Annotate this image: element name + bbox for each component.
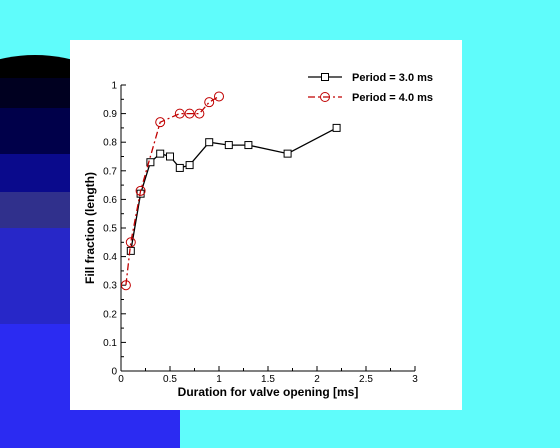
x-axis-ticks: 0 0.5 1 1.5 2 2.5 3	[118, 366, 418, 385]
legend-label: Period = 4.0 ms	[352, 92, 433, 104]
y-tick-label: 0.3	[103, 281, 117, 292]
data-point-square	[283, 149, 292, 158]
series-line-1	[130, 127, 337, 252]
y-tick-label: 1	[111, 81, 117, 92]
y-tick-label: 0.2	[103, 309, 117, 320]
plot-axes	[120, 85, 415, 372]
data-point-circle	[120, 280, 131, 291]
legend-entry-period-4: Period = 4.0 ms	[308, 92, 433, 104]
data-point-square	[332, 123, 341, 132]
x-tick-label: 0.5	[163, 374, 177, 385]
x-tick-label: 2	[314, 374, 320, 385]
data-point-circle	[194, 108, 205, 119]
data-point-circle	[204, 97, 215, 108]
legend-circle-marker	[320, 92, 330, 102]
x-tick-label: 3	[412, 374, 418, 385]
y-tick-label: 0.8	[103, 138, 117, 149]
x-tick-label: 1	[216, 374, 222, 385]
data-point-circle	[214, 91, 224, 102]
legend: Period = 3.0 ms Period = 4.0 ms	[308, 72, 433, 104]
legend-label: Period = 3.0 ms	[352, 72, 433, 84]
y-tick-label: 0.7	[103, 166, 117, 177]
y-tick-label: 0.6	[103, 195, 117, 206]
data-point-square	[146, 158, 155, 167]
series-layer	[120, 91, 341, 291]
x-tick-label: 2.5	[359, 374, 373, 385]
data-point-square	[244, 141, 253, 150]
chart-panel: 0 0.5 1 1.5 2 2.5 3 0 0.1 0.2 0.3 0.4 0.5 0.6 0.7 0.8 0…	[70, 40, 462, 410]
y-tick-label: 0	[111, 367, 117, 378]
data-point-square	[185, 161, 194, 170]
y-tick-label: 0.9	[103, 109, 117, 120]
y-axis-ticks: 0 0.1 0.2 0.3 0.4 0.5 0.6 0.7 0.8 0.9 1	[103, 81, 126, 378]
data-point-circle	[125, 237, 136, 248]
y-tick-label: 0.4	[103, 252, 117, 263]
legend-entry-period-3: Period = 3.0 ms	[308, 72, 433, 84]
data-point-square	[224, 141, 233, 150]
legend-square-marker	[321, 73, 329, 81]
x-tick-label: 0	[118, 374, 124, 385]
data-point-circle	[155, 117, 166, 128]
data-point-circle	[135, 185, 146, 196]
y-axis-title: Fill fraction (length)	[83, 172, 97, 284]
y-tick-label: 0.1	[103, 338, 117, 349]
data-point-square	[205, 138, 214, 147]
data-point-circle	[174, 108, 185, 119]
data-point-square	[175, 163, 184, 172]
data-point-circle	[184, 108, 195, 119]
series-line-2	[125, 95, 220, 286]
data-point-square	[166, 152, 174, 161]
y-tick-label: 0.5	[103, 224, 117, 235]
line-chart: 0 0.5 1 1.5 2 2.5 3 00.10.20.30.40.50.60.70.80…	[83, 72, 433, 399]
x-axis-title: Duration for valve opening [ms]	[178, 385, 359, 399]
data-point-square	[156, 149, 165, 158]
x-tick-label: 1.5	[261, 374, 275, 385]
data-point-square	[126, 246, 135, 255]
